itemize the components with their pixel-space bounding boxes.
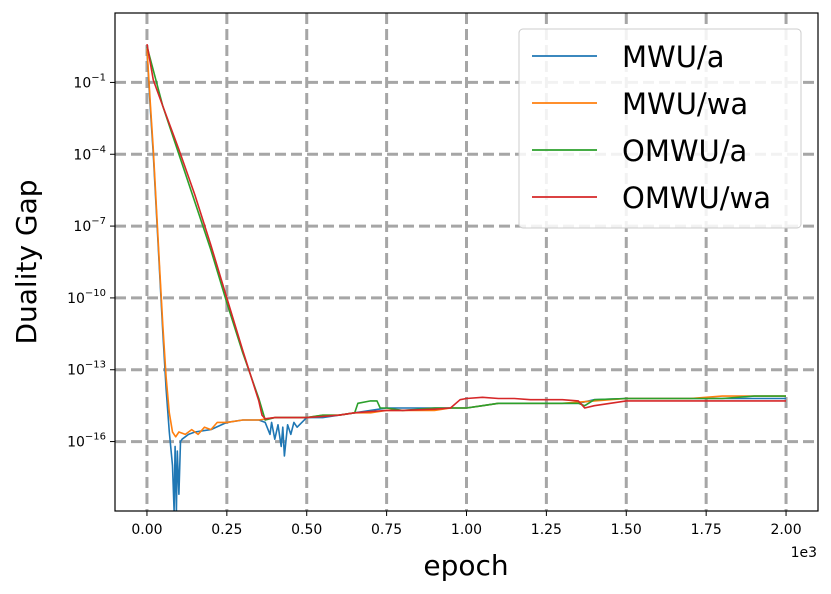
y-tick-label: 10−1 (73, 72, 106, 91)
y-tick-power: −4 (91, 144, 106, 155)
y-tick-power: −10 (85, 288, 106, 299)
y-axis-title: Duality Gap (10, 179, 43, 344)
y-tick-base: 10 (73, 147, 91, 163)
x-tick-label: 0.75 (371, 522, 402, 538)
y-tick-label: 10−7 (73, 216, 106, 235)
legend-label: MWU/wa (622, 87, 748, 121)
y-tick-base: 10 (67, 435, 85, 451)
x-tick-label: 1.25 (531, 522, 562, 538)
legend-box (518, 28, 802, 229)
y-tick-base: 10 (67, 291, 85, 307)
series-lines (146, 43, 786, 511)
x-axis-ticks: 0.00 0.25 0.50 0.75 1.00 1.25 1.50 1.75 2.00 (131, 511, 802, 538)
y-tick-label: 10−13 (67, 360, 106, 379)
x-tick-label: 1.00 (451, 522, 482, 538)
x-tick-label: 0.25 (211, 522, 242, 538)
y-tick-label: 10−4 (73, 144, 106, 163)
y-tick-power: −1 (91, 72, 106, 83)
legend-label: MWU/a (622, 40, 724, 74)
y-tick-power: −16 (85, 432, 106, 443)
series-line-omwu-a (146, 46, 786, 421)
x-tick-label: 1.50 (611, 522, 642, 538)
y-tick-power: −13 (85, 360, 106, 371)
series-line-omwu-wa (146, 43, 786, 420)
x-axis-title: epoch (423, 549, 508, 582)
x-tick-label: 0.50 (291, 522, 322, 538)
y-tick-label: 10−16 (67, 432, 106, 451)
legend-label: OMWU/wa (622, 181, 771, 215)
y-tick-base: 10 (73, 219, 91, 235)
y-tick-base: 10 (73, 75, 91, 91)
y-tick-label: 10−10 (67, 288, 106, 307)
legend: MWU/a MWU/wa OMWU/a OMWU/wa (518, 28, 802, 229)
x-tick-label: 0.00 (131, 522, 162, 538)
y-tick-base: 10 (67, 363, 85, 379)
y-tick-power: −7 (91, 216, 106, 227)
legend-label: OMWU/a (622, 134, 747, 168)
x-tick-label: 1.75 (691, 522, 722, 538)
x-tick-label: 2.00 (770, 522, 801, 538)
x-offset-label: 1e3 (791, 545, 817, 561)
